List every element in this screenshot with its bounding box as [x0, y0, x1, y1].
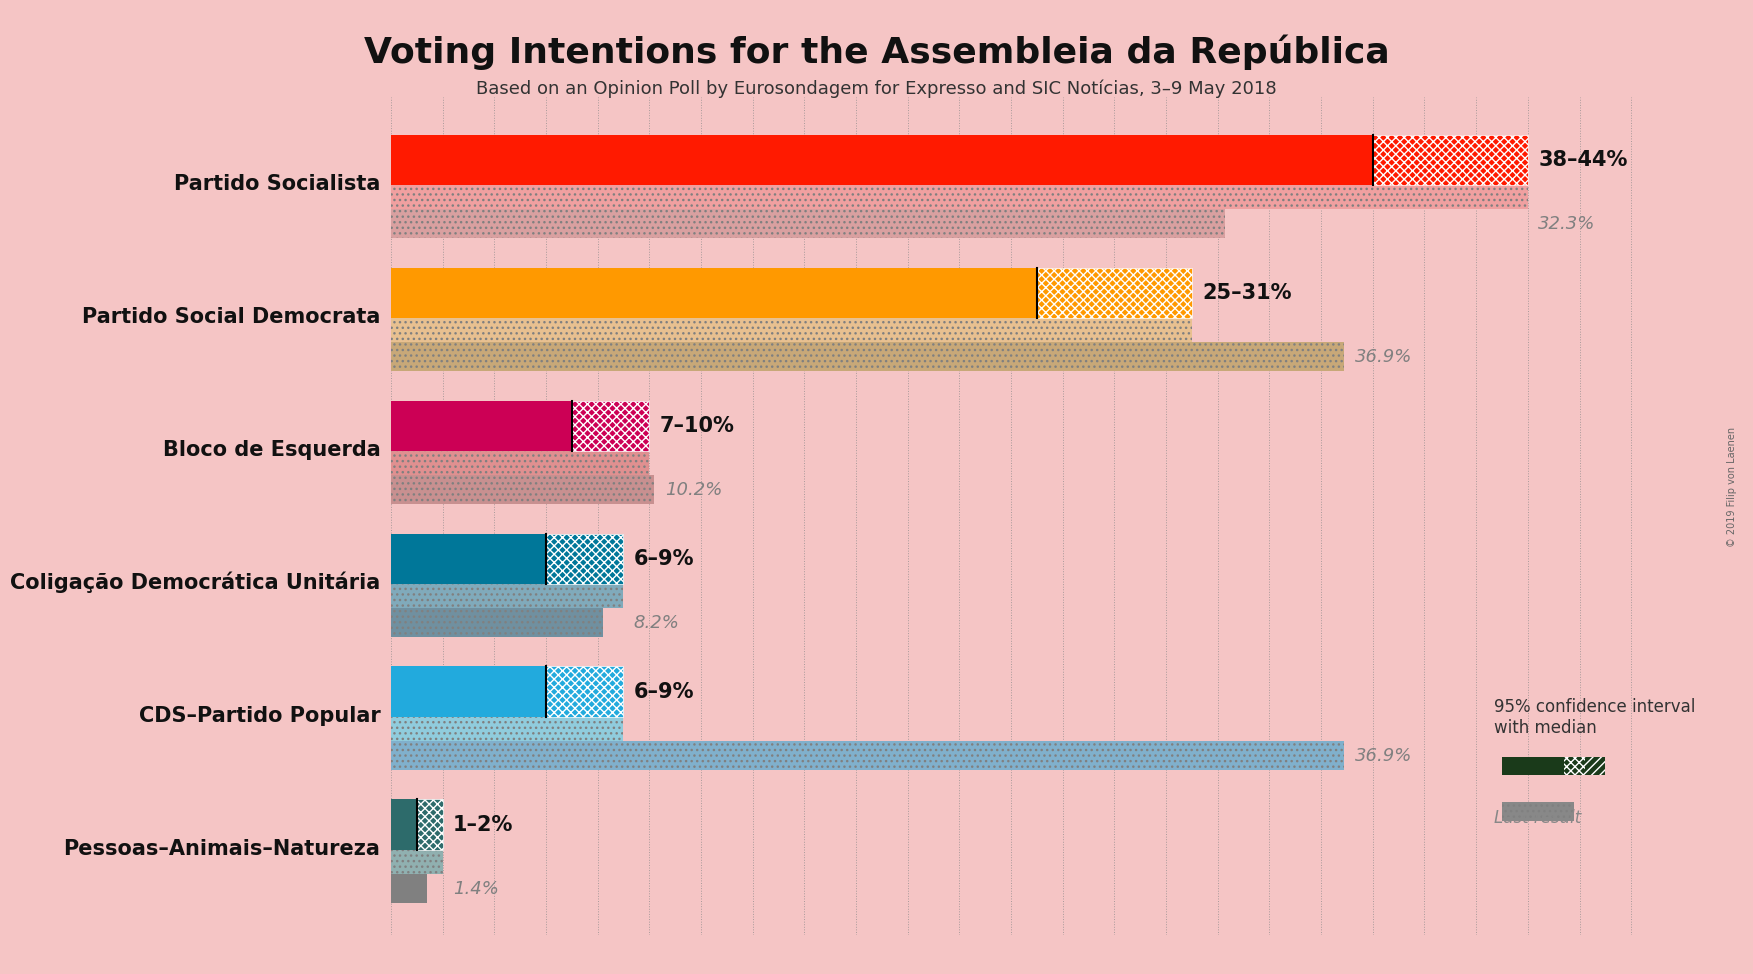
Bar: [391, 666, 545, 717]
Bar: [571, 400, 649, 451]
Bar: [391, 712, 624, 741]
Text: 8.2%: 8.2%: [635, 614, 680, 631]
Bar: [391, 579, 624, 608]
Bar: [1502, 802, 1574, 821]
Text: 1.4%: 1.4%: [452, 880, 498, 897]
Bar: [545, 534, 624, 584]
Bar: [391, 268, 1036, 318]
Bar: [391, 313, 1192, 342]
Bar: [391, 534, 545, 584]
Text: 6–9%: 6–9%: [635, 682, 694, 701]
Text: Voting Intentions for the Assembleia da República: Voting Intentions for the Assembleia da …: [363, 34, 1390, 69]
Text: 95% confidence interval
with median: 95% confidence interval with median: [1494, 698, 1695, 737]
Text: Pessoas–Animais–Natureza: Pessoas–Animais–Natureza: [63, 839, 380, 859]
Text: 6–9%: 6–9%: [635, 548, 694, 569]
Bar: [391, 180, 1529, 209]
Text: Last result: Last result: [1494, 809, 1581, 827]
Text: Bloco de Esquerda: Bloco de Esquerda: [163, 439, 380, 460]
Bar: [391, 741, 1345, 770]
Bar: [417, 800, 442, 850]
Text: Partido Social Democrata: Partido Social Democrata: [82, 307, 380, 327]
Text: 36.9%: 36.9%: [1355, 746, 1413, 765]
Bar: [391, 209, 1225, 239]
Bar: [1564, 757, 1606, 775]
Text: © 2019 Filip von Laenen: © 2019 Filip von Laenen: [1727, 427, 1737, 547]
Text: CDS–Partido Popular: CDS–Partido Popular: [138, 705, 380, 726]
Text: 36.9%: 36.9%: [1355, 348, 1413, 365]
Text: 7–10%: 7–10%: [659, 416, 735, 435]
Bar: [391, 874, 428, 903]
Bar: [1373, 134, 1529, 185]
Text: Partido Socialista: Partido Socialista: [174, 173, 380, 194]
Text: Coligação Democrática Unitária: Coligação Democrática Unitária: [11, 572, 380, 593]
Bar: [391, 342, 1345, 371]
Bar: [545, 666, 624, 717]
Bar: [391, 800, 417, 850]
Text: Based on an Opinion Poll by Eurosondagem for Expresso and SIC Notícias, 3–9 May : Based on an Opinion Poll by Eurosondagem…: [477, 80, 1276, 98]
Bar: [1502, 757, 1564, 775]
Text: 32.3%: 32.3%: [1537, 214, 1595, 233]
Bar: [1036, 268, 1192, 318]
Text: 25–31%: 25–31%: [1203, 282, 1292, 303]
Bar: [391, 400, 571, 451]
Bar: [391, 134, 1373, 185]
Bar: [391, 446, 649, 475]
Bar: [391, 475, 654, 505]
Text: 38–44%: 38–44%: [1537, 150, 1627, 169]
Bar: [391, 844, 442, 874]
Bar: [391, 608, 603, 637]
Bar: [1585, 757, 1606, 775]
Text: 1–2%: 1–2%: [452, 814, 514, 835]
Text: 10.2%: 10.2%: [664, 480, 722, 499]
